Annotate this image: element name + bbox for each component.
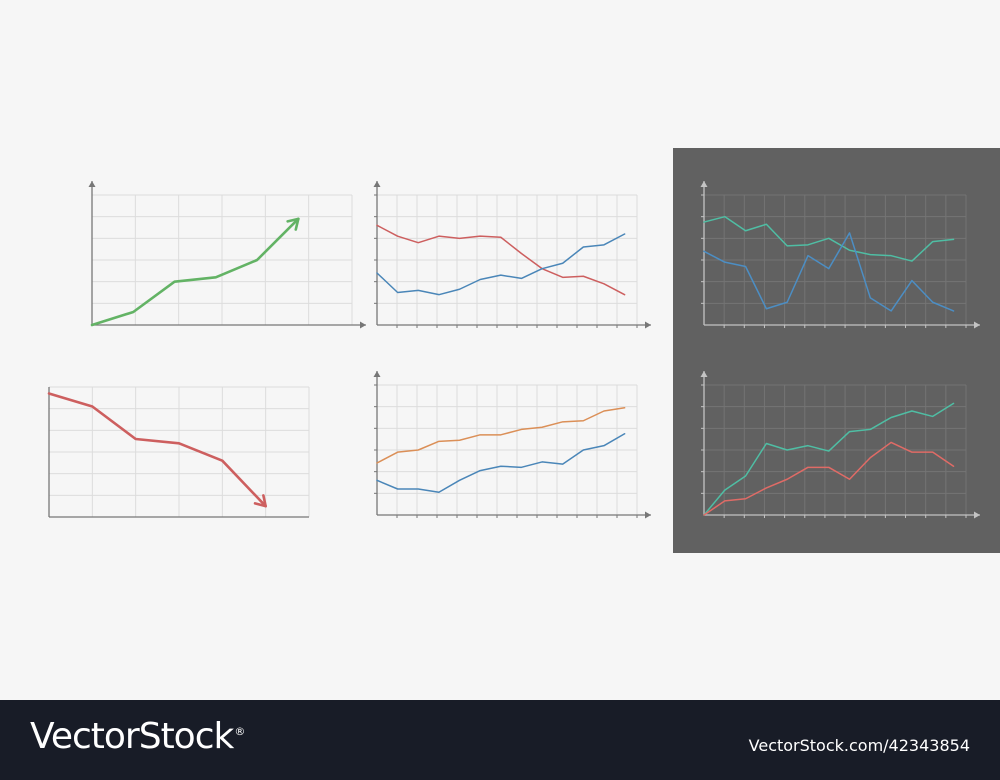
rising-pair-chart <box>373 371 651 519</box>
grid <box>377 384 638 515</box>
grid <box>704 384 967 515</box>
grid <box>704 194 967 325</box>
series-line-blue <box>376 233 626 296</box>
grid <box>92 194 353 325</box>
image-reference: VectorStock.com/42343854 <box>748 736 970 755</box>
registered-mark: ® <box>234 725 246 738</box>
series-line-blue <box>376 433 626 493</box>
dark-volatile-chart <box>700 181 980 329</box>
falling-arrow-chart <box>47 386 310 518</box>
trend-arrowhead <box>253 494 267 508</box>
y-axis-arrowhead <box>373 371 381 377</box>
grid <box>49 386 310 517</box>
crossing-lines-chart <box>373 181 651 329</box>
series-line-green <box>90 217 300 327</box>
trend-arrowhead <box>286 217 300 231</box>
y-axis-arrowhead <box>88 181 96 187</box>
y-axis-arrowhead <box>700 371 708 377</box>
x-axis-arrowhead <box>645 321 651 329</box>
watermark-footer: VectorStock® VectorStock.com/42343854 <box>0 700 1000 780</box>
y-axis-arrowhead <box>700 181 708 187</box>
y-axis-arrowhead <box>373 181 381 187</box>
brand-text: VectorStock <box>30 716 234 757</box>
series-line-dark_blue <box>703 232 955 312</box>
grid <box>377 194 638 325</box>
chart-collection <box>47 148 1000 553</box>
series-line-orange <box>376 407 626 464</box>
x-axis-arrowhead <box>974 321 980 329</box>
brand-logo: VectorStock® <box>30 716 245 757</box>
x-axis-arrowhead <box>360 321 366 329</box>
dark-rising-chart <box>700 371 980 519</box>
x-axis-arrowhead <box>974 511 980 519</box>
series-line-teal <box>703 215 955 262</box>
rising-arrow-chart <box>88 181 366 329</box>
series-line-teal <box>703 402 955 516</box>
x-axis-arrowhead <box>645 511 651 519</box>
series-line-red <box>47 392 267 508</box>
